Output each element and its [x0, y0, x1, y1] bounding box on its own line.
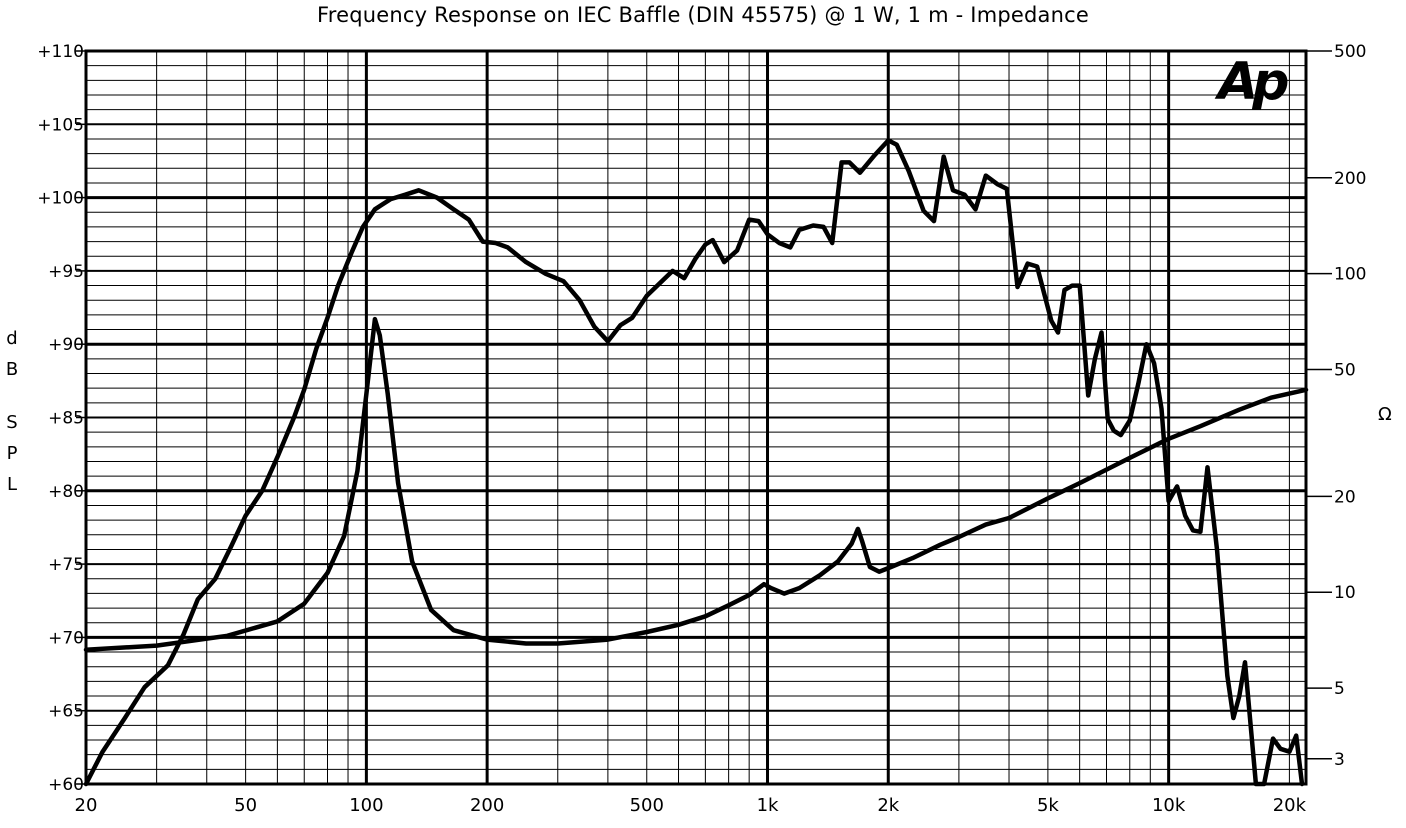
y-tick-label-left: +70	[48, 628, 84, 648]
y-axis-label-left-char: L	[7, 474, 17, 495]
x-tick-label: 1k	[757, 795, 779, 816]
y-axis-label-right: Ω	[1378, 404, 1392, 425]
y-tick-label-right: 20	[1334, 487, 1356, 507]
y-tick-label-right: 10	[1334, 583, 1356, 603]
y-tick-label-left: +105	[37, 115, 84, 135]
y-tick-label-left: +100	[37, 189, 84, 209]
impedance-curve	[83, 316, 1309, 652]
grid	[76, 49, 1332, 786]
series-layer	[83, 138, 1309, 787]
x-tick-label: 200	[470, 795, 504, 816]
x-tick-label: 20	[75, 795, 98, 816]
x-tick-label: 500	[630, 795, 664, 816]
y-axis-label-left-char: P	[7, 443, 18, 464]
chart-title: Frequency Response on IEC Baffle (DIN 45…	[317, 3, 1089, 27]
y-tick-label-left: +60	[48, 775, 84, 795]
x-tick-label: 2k	[877, 795, 899, 816]
y-tick-label-right: 200	[1334, 169, 1366, 189]
spl-curve	[83, 138, 1305, 787]
x-tick-label: 50	[234, 795, 257, 816]
x-tick-label: 10k	[1152, 795, 1186, 816]
y-tick-label-right: 100	[1334, 265, 1366, 285]
y-tick-label-right: 50	[1334, 361, 1356, 381]
y-tick-label-left: +80	[48, 482, 84, 502]
axis-tick-labels: +60 +65 +70 +75 +80 +85 +90 +95 +100 +105 +110 3 5 10…	[37, 42, 1366, 816]
y-tick-label-left: +95	[48, 262, 84, 282]
y-tick-label-left: +65	[48, 702, 84, 722]
y-tick-label-right: 500	[1334, 42, 1366, 62]
y-tick-label-left: +75	[48, 555, 84, 575]
x-tick-label: 20k	[1273, 795, 1307, 816]
y-axis-label-left-char: S	[6, 412, 17, 433]
y-axis-label-left: dB SPL	[6, 328, 18, 495]
y-axis-label-left-char: B	[6, 359, 18, 380]
y-tick-label-right: 5	[1334, 679, 1345, 699]
x-tick-label: 5k	[1037, 795, 1059, 816]
y-axis-label-left-char: d	[6, 328, 17, 349]
x-tick-label: 100	[349, 795, 383, 816]
y-tick-label-left: +85	[48, 409, 84, 429]
y-tick-label-left: +90	[48, 335, 84, 355]
y-tick-label-right: 3	[1334, 750, 1345, 770]
y-tick-label-left: +110	[37, 42, 84, 62]
ap-logo: Ap	[1214, 52, 1288, 112]
